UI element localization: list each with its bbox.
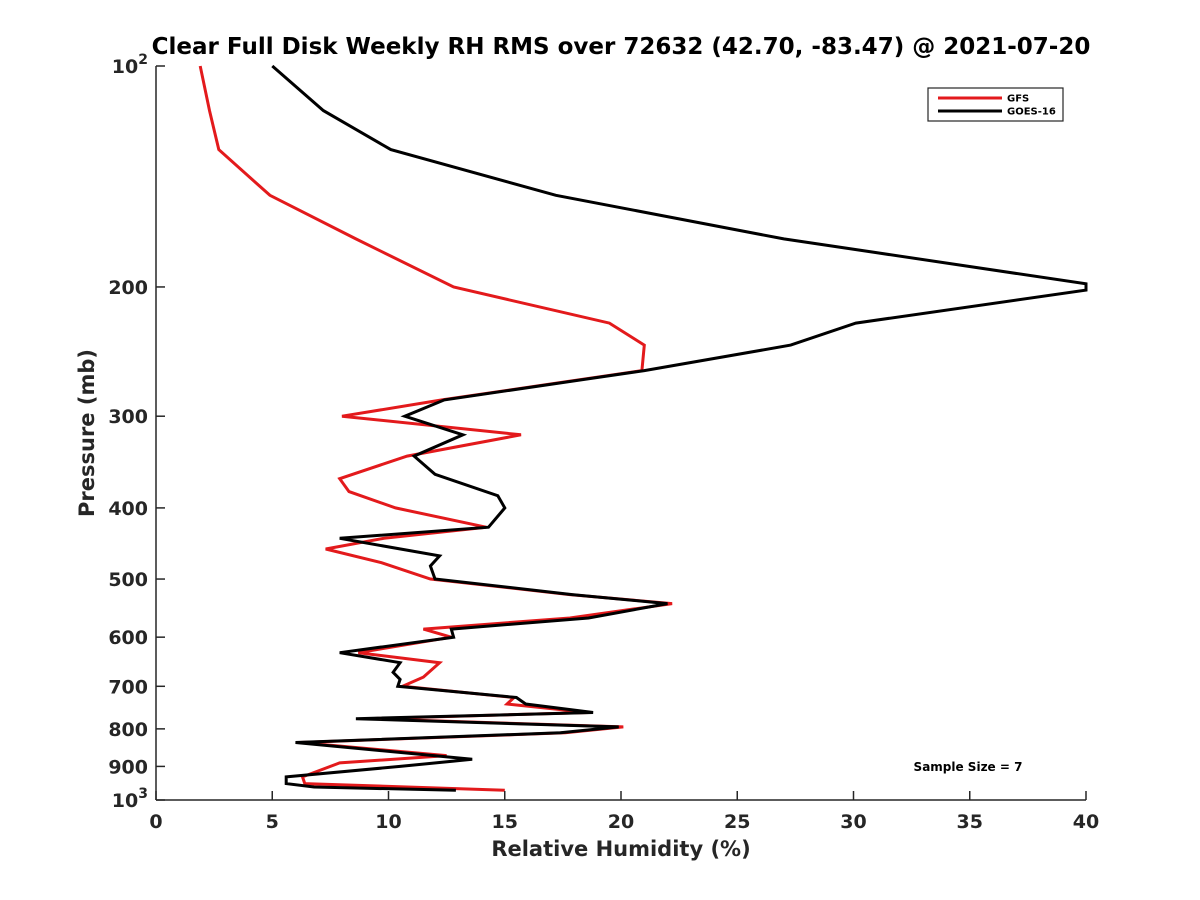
- x-tick-label: 5: [266, 811, 279, 833]
- x-tick-label: 30: [840, 811, 866, 833]
- chart-title: Clear Full Disk Weekly RH RMS over 72632…: [152, 34, 1091, 60]
- x-axis-label: Relative Humidity (%): [491, 837, 750, 861]
- legend-label: GFS: [1007, 94, 1029, 105]
- legend-box: [927, 87, 1064, 122]
- plot-area: [155, 64, 1088, 801]
- x-tick-label: 10: [375, 811, 401, 833]
- y-tick-label: 400: [108, 498, 148, 520]
- x-tick-label: 35: [957, 811, 983, 833]
- y-tick-label: 102: [112, 52, 148, 78]
- y-tick-label: 800: [108, 719, 148, 741]
- y-tick-label: 300: [108, 406, 148, 428]
- y-tick-label: 500: [108, 569, 148, 591]
- x-tick-label: 15: [492, 811, 518, 833]
- y-tick-label: 600: [108, 627, 148, 649]
- x-ticks: 0 5 10 15 20 25 30 35 40: [149, 791, 1099, 833]
- x-tick-label: 20: [608, 811, 634, 833]
- y-tick-label: 900: [108, 756, 148, 778]
- x-tick-label: 0: [149, 811, 162, 833]
- y-tick-label: 700: [108, 676, 148, 698]
- y-tick-label: 200: [108, 277, 148, 299]
- series-line-1: [271, 64, 1088, 792]
- x-tick-label: 40: [1073, 811, 1099, 833]
- x-tick-label: 25: [724, 811, 750, 833]
- y-axis-label: Pressure (mb): [75, 349, 99, 517]
- plot-background: [156, 66, 1086, 800]
- legend: GFS GOES-16: [927, 87, 1064, 122]
- series-layer: [198, 64, 1088, 792]
- legend-label: GOES-16: [1007, 107, 1056, 118]
- y-tick-label: 103: [112, 786, 148, 812]
- sample-size-annotation: Sample Size = 7: [914, 760, 1023, 774]
- y-ticks: 200 300 400 500 600 700 800 900 102 103: [108, 52, 165, 812]
